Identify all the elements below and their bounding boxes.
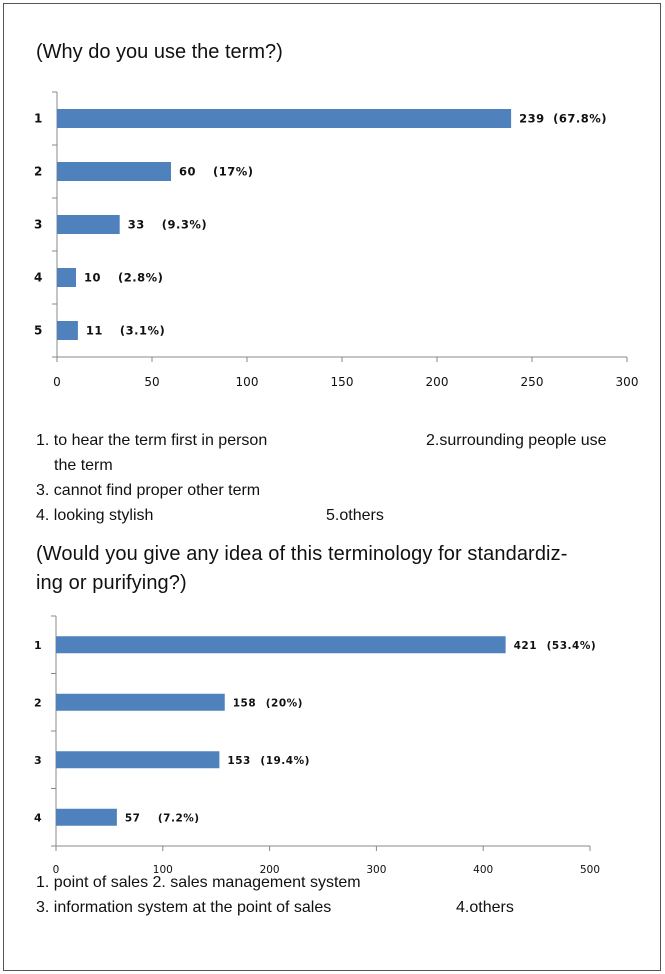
chart2-x-tick-label: 400 (473, 864, 493, 876)
chart2-data-label: 153 (227, 755, 250, 767)
legend2-row2: 3. information system at the point of sa… (36, 895, 596, 920)
chart1-percent-label: (17%) (213, 165, 254, 179)
legend1-item4: 4. looking stylish (36, 507, 154, 524)
legend1-row1: 1. to hear the term first in person 2.su… (36, 428, 656, 453)
chart1-legend: 1. to hear the term first in person 2.su… (36, 428, 656, 528)
chart2-bar (56, 693, 225, 711)
chart1-category-label: 4 (34, 271, 42, 285)
chart1-bar (57, 215, 120, 234)
legend2-item1-2: 1. point of sales 2. sales management sy… (36, 874, 361, 891)
chart1-category-label: 2 (34, 165, 42, 179)
chart1-percent-label: (2.8%) (118, 271, 163, 285)
chart1-x-tick-label: 50 (144, 375, 159, 389)
chart2-title-line1: (Would you give any idea of this termino… (36, 543, 568, 565)
chart2-legend: 1. point of sales 2. sales management sy… (36, 870, 596, 920)
chart2-title-line2: ing or purifying?) (36, 572, 187, 594)
chart1-bar (57, 268, 76, 287)
chart1-data-label: 33 (128, 218, 145, 232)
chart1-x-tick-label: 250 (521, 375, 544, 389)
chart1-x-tick-label: 200 (426, 375, 449, 389)
legend1-row3: 3. cannot find proper other term (36, 478, 656, 503)
chart2-percent-label: (20%) (266, 697, 303, 709)
chart1-x-tick-label: 0 (53, 375, 61, 389)
chart2-bar (56, 751, 220, 769)
chart1-data-label: 60 (179, 165, 196, 179)
chart2-category-label: 1 (34, 639, 42, 652)
legend1-row4: 4. looking stylish 5.others (36, 503, 656, 528)
chart2-data-label: 421 (514, 640, 537, 652)
chart1-x-tick-label: 100 (236, 375, 259, 389)
figure-frame (3, 3, 661, 971)
chart1-data-label: 11 (86, 324, 103, 338)
chart2-x-tick-label: 0 (53, 864, 60, 876)
legend1-item2-cont: the term (54, 457, 113, 474)
chart2-data-label: 57 (125, 812, 141, 824)
chart2-x-tick-label: 100 (153, 864, 173, 876)
chart1-title: (Why do you use the term?) (36, 41, 283, 63)
chart2-title: (Would you give any idea of this termino… (36, 540, 656, 598)
chart2-percent-label: (53.4%) (547, 640, 597, 652)
legend1-item1: 1. to hear the term first in person (36, 432, 268, 449)
chart1-bar (57, 321, 78, 340)
chart2-x-tick-label: 500 (580, 864, 600, 876)
chart1-data-label: 239 (519, 112, 545, 126)
chart2-percent-label: (7.2%) (158, 812, 200, 824)
chart1-bar (57, 162, 171, 181)
chart1-x-tick-label: 300 (616, 375, 639, 389)
chart1-category-label: 3 (34, 218, 42, 232)
legend2-row1: 1. point of sales 2. sales management sy… (36, 870, 596, 895)
legend1-item2: 2.surrounding people use (426, 432, 607, 449)
chart1-bar (57, 109, 512, 128)
chart1-category-label: 5 (34, 324, 42, 338)
chart2-percent-label: (19.4%) (260, 755, 310, 767)
legend2-item4: 4.others (456, 899, 514, 916)
chart1-data-label: 10 (84, 271, 101, 285)
chart2-category-label: 2 (34, 696, 42, 709)
chart2-x-tick-label: 300 (366, 864, 386, 876)
chart2-category-label: 4 (34, 811, 42, 824)
legend1-item3: 3. cannot find proper other term (36, 482, 261, 499)
chart2-bar (56, 808, 117, 826)
legend1-item5: 5.others (326, 507, 384, 524)
chart1-percent-label: (67.8%) (553, 112, 607, 126)
chart2-bar (56, 636, 506, 654)
chart1-category-label: 1 (34, 112, 42, 126)
chart2-x-tick-label: 200 (260, 864, 280, 876)
chart2-data-label: 158 (233, 697, 256, 709)
legend2-item3: 3. information system at the point of sa… (36, 899, 332, 916)
legend1-row2: the term (36, 453, 656, 478)
chart1-x-tick-label: 150 (331, 375, 354, 389)
chart1-percent-label: (3.1%) (120, 324, 165, 338)
chart1-percent-label: (9.3%) (162, 218, 207, 232)
chart2-category-label: 3 (34, 754, 42, 767)
